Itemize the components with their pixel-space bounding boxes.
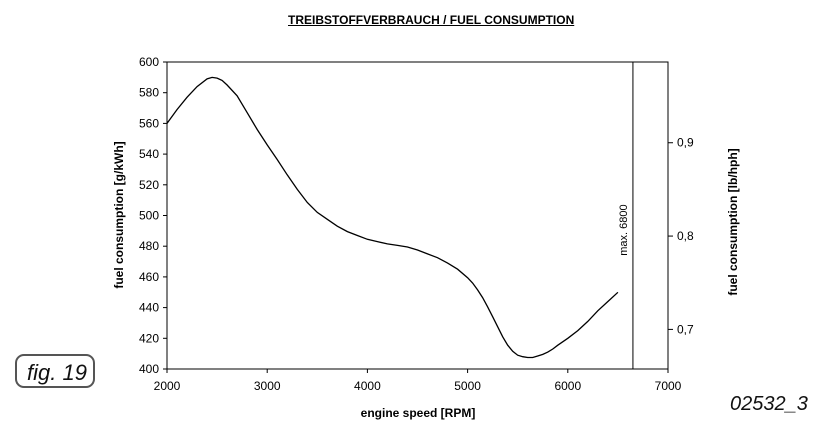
y-tick-label: 460 [139, 270, 159, 284]
plot-area [166, 61, 669, 370]
y-tick-label: 400 [139, 362, 159, 376]
x-axis: 2000 3000 4000 5000 6000 7000 [154, 369, 682, 393]
x-tick-label: 4000 [354, 379, 381, 393]
secondary-y-axis-label: fuel consumption [lb/hph] [726, 148, 740, 295]
secondary-y-axis: 0,7 0,8 0,9 [668, 136, 694, 336]
y-tick-label: 600 [139, 55, 159, 69]
y-tick-label: 540 [139, 147, 159, 161]
x-tick-label: 6000 [554, 379, 581, 393]
y2-tick-label: 0,7 [677, 322, 694, 336]
max-rpm-label: max. 6800 [618, 204, 630, 255]
y-tick-label: 440 [139, 301, 159, 315]
chart-title: TREIBSTOFFVERBRAUCH / FUEL CONSUMPTION [288, 13, 575, 27]
y-tick-label: 560 [139, 116, 159, 130]
reference-code: 02532_3 [730, 393, 808, 415]
y-tick-label: 520 [139, 178, 159, 192]
y2-tick-label: 0,9 [677, 136, 694, 150]
figure-label: fig. 19 [27, 360, 87, 385]
y-tick-label: 580 [139, 86, 159, 100]
x-tick-label: 3000 [254, 379, 281, 393]
y2-tick-label: 0,8 [677, 229, 694, 243]
y-tick-label: 420 [139, 331, 159, 345]
y-axis: 400 420 440 460 480 500 520 540 560 580 600 [139, 55, 167, 376]
x-tick-label: 2000 [154, 379, 181, 393]
y-axis-label: fuel consumption [g/kWh] [112, 141, 126, 288]
x-axis-label: engine speed [RPM] [361, 406, 476, 420]
x-tick-label: 5000 [454, 379, 481, 393]
y-tick-label: 500 [139, 209, 159, 223]
y-tick-label: 480 [139, 239, 159, 253]
figure-badge: fig. 19 [15, 354, 95, 388]
fuel-consumption-line [166, 76, 619, 359]
x-tick-label: 7000 [655, 379, 682, 393]
